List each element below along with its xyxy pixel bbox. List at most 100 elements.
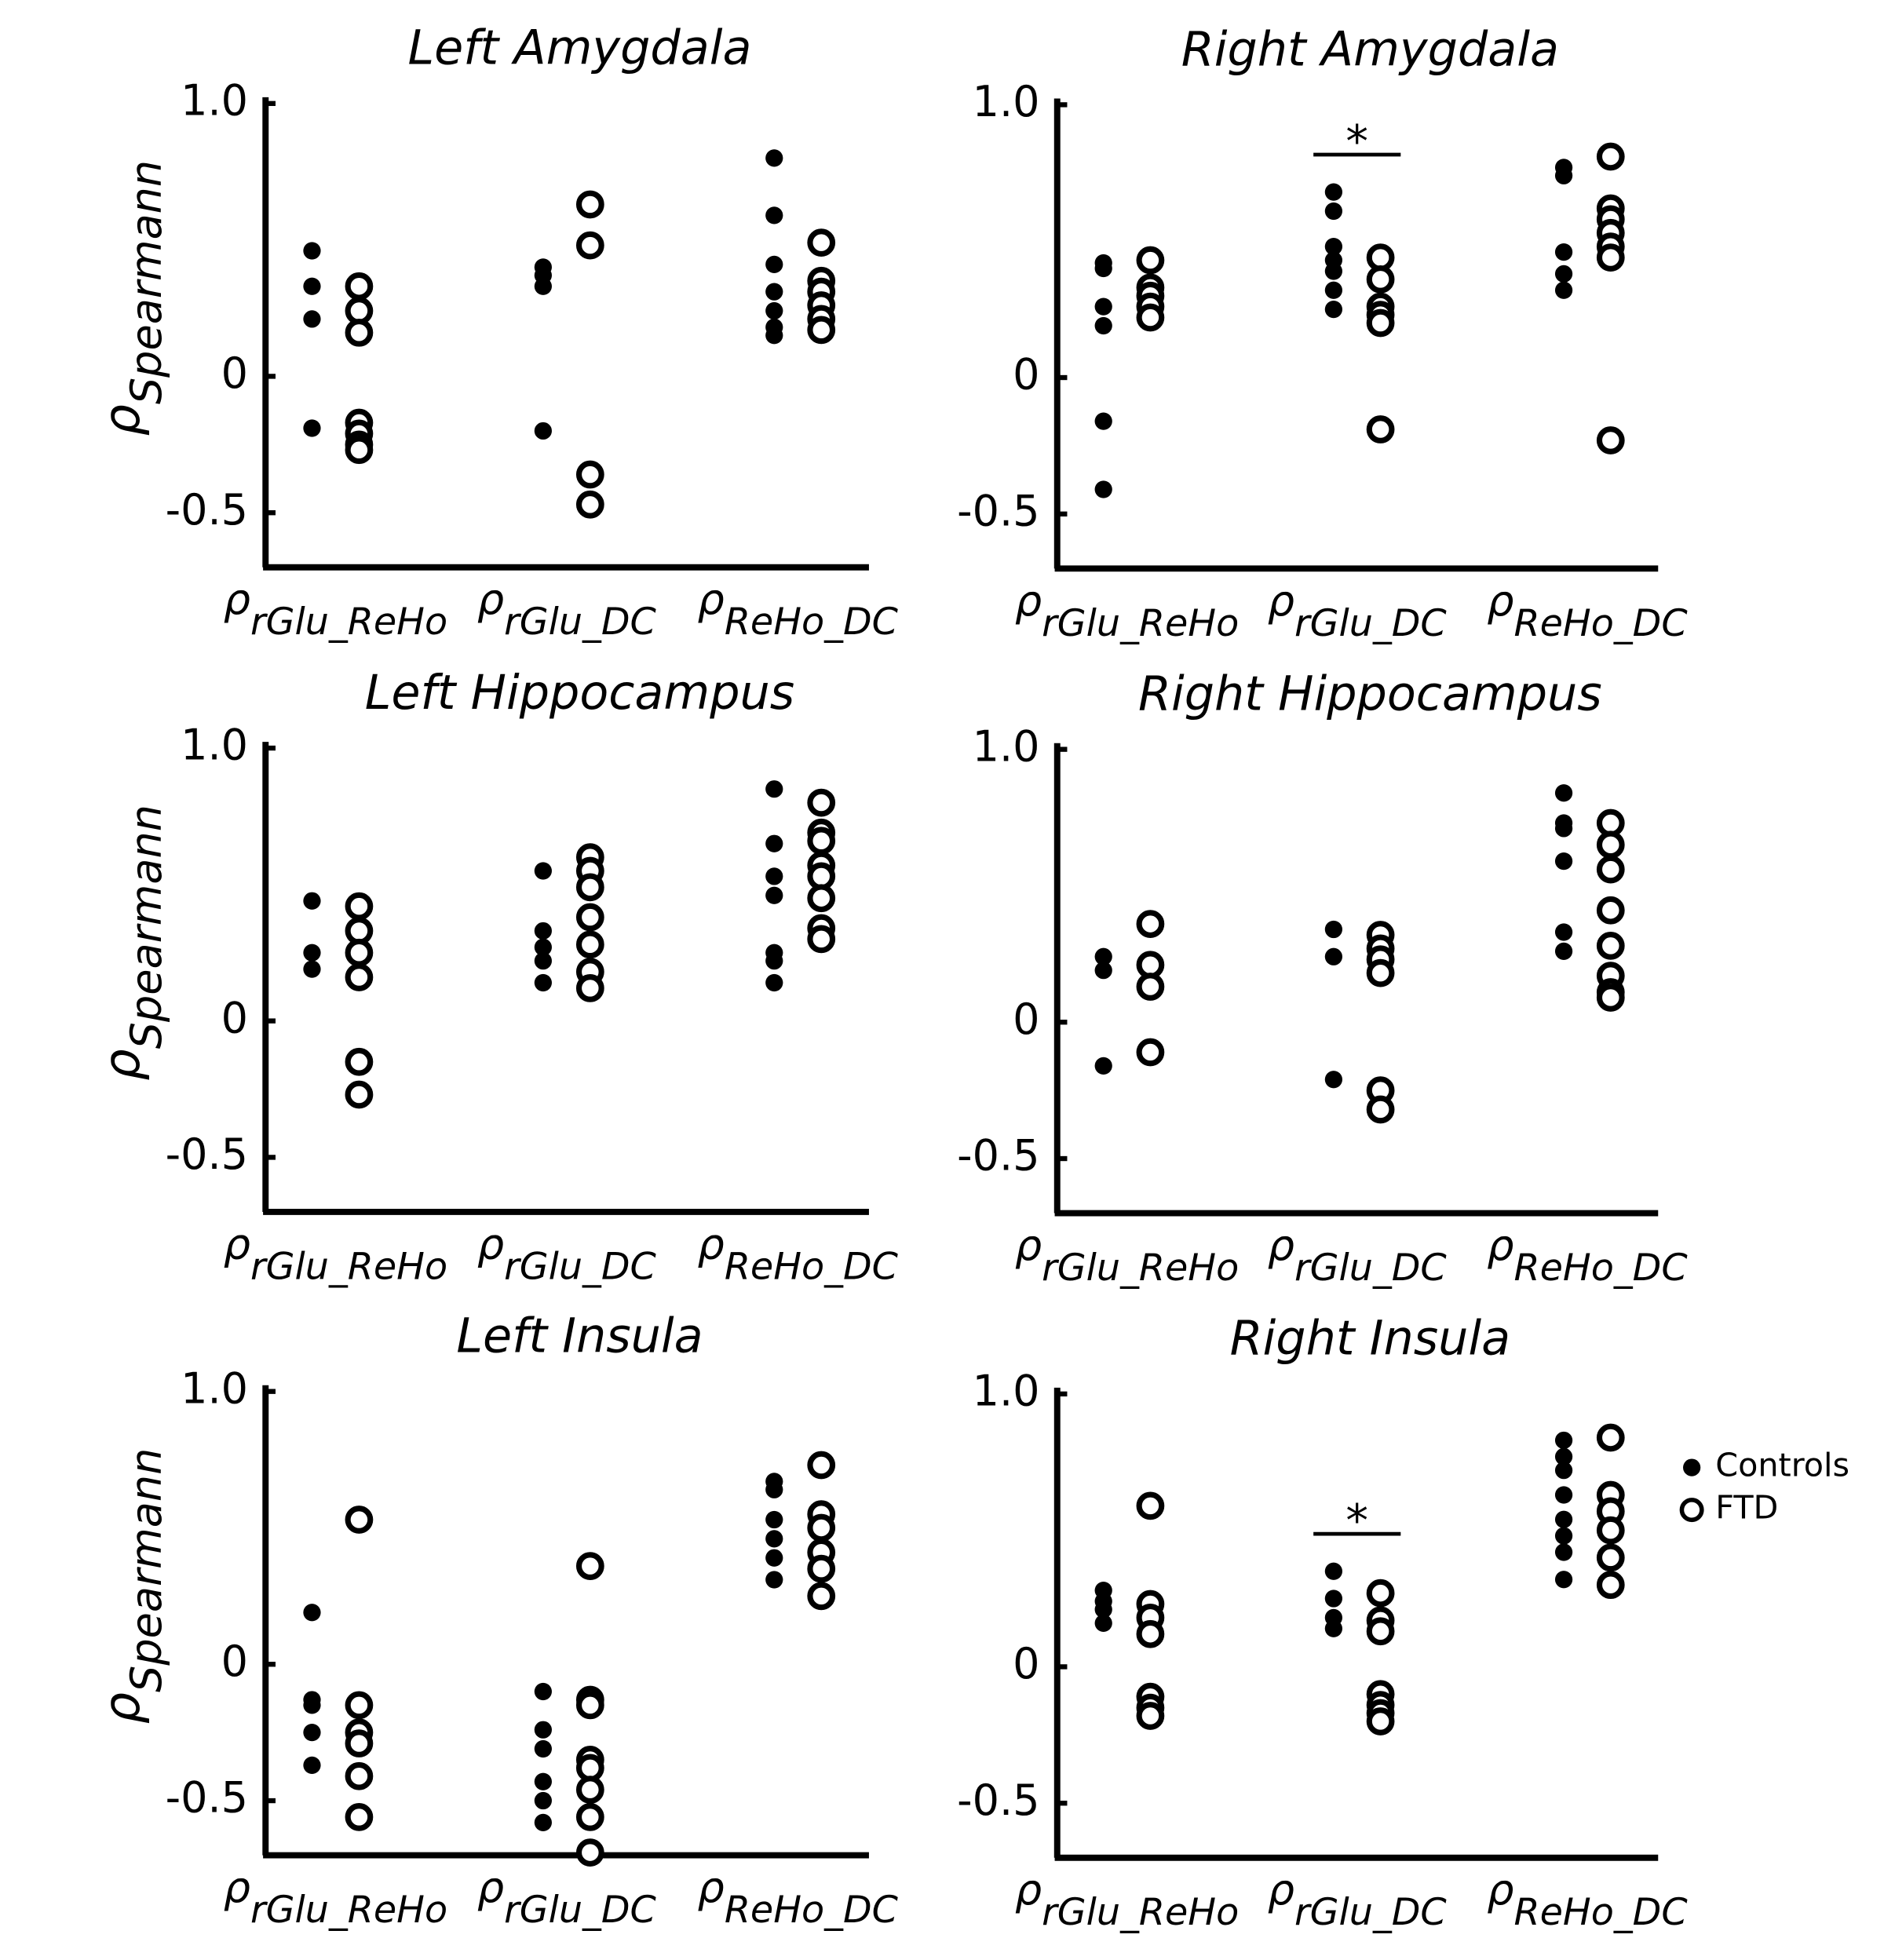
y-tick-label: 0 [1013, 1639, 1039, 1688]
filled-marker [1094, 962, 1112, 980]
open-marker [575, 903, 604, 932]
x-label-subscript: rGlu_ReHo [250, 1245, 447, 1288]
filled-marker [765, 1510, 783, 1529]
filled-marker [765, 834, 783, 852]
open-marker [1366, 415, 1395, 443]
x-label-symbol: ρ [477, 575, 504, 624]
y-tick-label: 0 [221, 349, 248, 398]
annotation: * [1345, 116, 1368, 168]
open-marker [345, 963, 374, 991]
open-marker [1596, 1423, 1625, 1452]
open-marker [1136, 1038, 1165, 1067]
filled-marker [534, 277, 552, 295]
y-label-subscript: Spearmann [122, 1448, 171, 1692]
x-label-subscript: rGlu_DC [1294, 601, 1447, 644]
open-marker [807, 1513, 836, 1542]
x-label-subscript: rGlu_DC [504, 1889, 656, 1932]
filled-marker [303, 1724, 321, 1742]
x-label-symbol: ρ [1487, 1221, 1513, 1270]
x-label-subscript: rGlu_ReHo [1042, 1246, 1239, 1290]
x-tick-label: ρrGlu_DC [477, 1863, 657, 1932]
x-label-symbol: ρ [1015, 1221, 1042, 1270]
x-label-symbol: ρ [698, 1219, 725, 1268]
filled-marker [765, 301, 783, 320]
filled-marker [1094, 259, 1112, 278]
filled-marker [1554, 923, 1573, 941]
filled-marker [303, 1756, 321, 1774]
open-marker [575, 1776, 604, 1805]
open-marker [1596, 830, 1625, 860]
filled-marker [1554, 819, 1573, 838]
x-tick-label: ρReHo_DC [1487, 1865, 1688, 1934]
open-marker [1366, 958, 1395, 987]
filled-marker [534, 1682, 552, 1701]
x-label-subscript: rGlu_DC [1294, 1246, 1447, 1290]
open-marker [807, 788, 836, 817]
x-label-subscript: rGlu_ReHo [250, 600, 447, 644]
filled-marker [1554, 166, 1573, 184]
x-label-subscript: rGlu_DC [504, 600, 656, 644]
filled-marker [1554, 1447, 1573, 1465]
open-marker [1136, 1619, 1165, 1648]
filled-marker [534, 1772, 552, 1790]
y-tick-label: 1.0 [973, 77, 1040, 126]
open-marker [807, 827, 836, 856]
open-marker [345, 272, 374, 301]
filled-marker [1324, 281, 1343, 299]
y-tick-label: -0.5 [957, 1776, 1039, 1825]
filled-marker [303, 310, 321, 328]
x-label-symbol: ρ [1015, 575, 1042, 625]
open-marker [807, 1554, 836, 1583]
open-marker [1596, 243, 1625, 272]
y-axis-label: ρSpearmann [92, 805, 171, 1081]
x-label-symbol: ρ [224, 1863, 250, 1912]
open-marker [575, 873, 604, 902]
panel-title: Right Insula [1230, 1312, 1511, 1367]
filled-marker [1554, 852, 1573, 871]
x-tick-label: ρrGlu_ReHo [224, 1219, 447, 1288]
open-marker [575, 190, 604, 219]
filled-marker [303, 277, 321, 295]
filled-marker [1094, 480, 1112, 498]
open-marker [345, 436, 374, 465]
legend-label: Controls [1715, 1447, 1849, 1484]
x-label-symbol: ρ [224, 1219, 250, 1268]
filled-marker [534, 1721, 552, 1739]
filled-marker [1554, 281, 1573, 299]
filled-marker [534, 922, 552, 940]
y-tick-label: 0 [1013, 350, 1039, 400]
x-tick-label: ρrGlu_DC [477, 575, 657, 644]
filled-marker [1324, 947, 1343, 965]
open-marker [1596, 142, 1625, 171]
open-marker [807, 884, 836, 913]
x-tick-label: ρReHo_DC [698, 575, 899, 644]
y-tick-label: 0 [221, 993, 248, 1042]
y-label-symbol: ρ [92, 1049, 150, 1080]
filled-marker [765, 1480, 783, 1498]
panel-title: Left Insula [456, 1309, 703, 1364]
legend-label: FTD [1715, 1489, 1778, 1527]
filled-marker [765, 206, 783, 224]
open-marker [345, 938, 374, 967]
x-label-subscript: ReHo_DC [725, 600, 899, 644]
filled-marker [1094, 1057, 1112, 1075]
open-marker [807, 228, 836, 257]
open-marker [1596, 896, 1625, 925]
filled-marker [1094, 412, 1112, 430]
filled-marker [1094, 1600, 1112, 1619]
open-marker [575, 460, 604, 489]
filled-marker [1094, 316, 1112, 335]
x-tick-label: ρrGlu_ReHo [1015, 575, 1239, 644]
open-marker [807, 316, 836, 345]
x-tick-label: ρrGlu_ReHo [224, 575, 447, 644]
filled-marker [303, 242, 321, 260]
open-marker [345, 1506, 374, 1534]
open-marker [1136, 973, 1165, 1001]
filled-marker [1554, 942, 1573, 960]
open-marker [1136, 246, 1165, 275]
filled-marker [1324, 238, 1343, 256]
x-label-symbol: ρ [1015, 1865, 1042, 1914]
panel-title: Left Amygdala [408, 21, 752, 76]
y-label-subscript: Spearmann [122, 805, 171, 1049]
x-label-subscript: rGlu_DC [504, 1245, 656, 1288]
